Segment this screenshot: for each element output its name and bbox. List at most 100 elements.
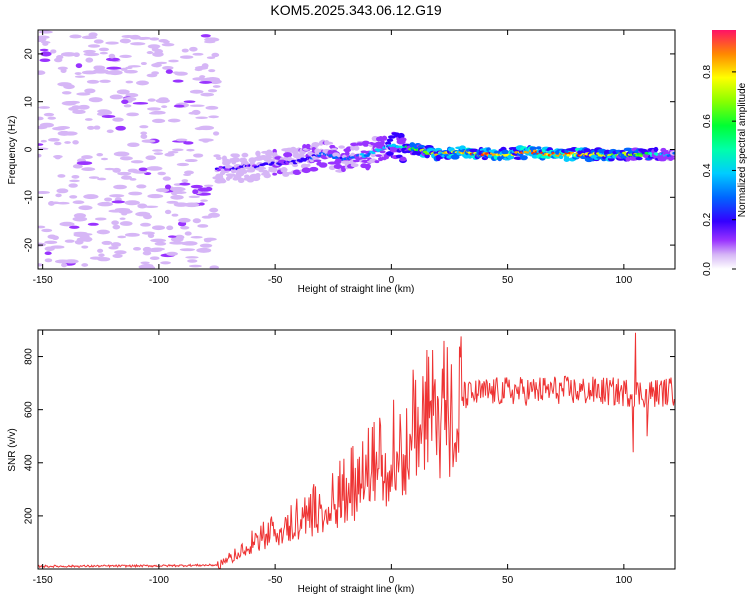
noise-blob (98, 253, 105, 258)
noise-blob (81, 155, 93, 160)
noise-blob (204, 77, 218, 82)
noise-blob (132, 102, 149, 105)
noise-blob (192, 218, 201, 224)
signal-halo (301, 167, 311, 174)
noise-blob (106, 57, 120, 62)
signal-halo (272, 172, 278, 176)
spectrogram-y-tick-label: 10 (24, 96, 35, 108)
noise-blob (148, 111, 162, 115)
signal-halo (283, 152, 293, 158)
noise-blob (180, 225, 190, 230)
noise-blob (107, 70, 123, 76)
noise-blob (146, 73, 158, 78)
noise-blob (187, 259, 198, 263)
noise-blob (73, 52, 80, 57)
noise-blob (81, 245, 89, 249)
noise-blob (44, 240, 58, 245)
noise-blob (194, 68, 203, 72)
spectrogram-y-tick-label: -10 (24, 190, 35, 205)
spectrogram-y-label: Frequency (Hz) (7, 116, 18, 185)
noise-blob (158, 97, 169, 102)
noise-blob (54, 155, 61, 160)
signal-halo (268, 167, 278, 171)
noise-blob (203, 249, 211, 253)
noise-blob (198, 202, 205, 206)
noise-blob (84, 118, 93, 121)
noise-blob (38, 153, 42, 158)
noise-blob (73, 213, 87, 219)
noise-blob (198, 125, 215, 131)
snr-x-tick-label: -100 (149, 575, 169, 586)
noise-blob (139, 125, 149, 129)
noise-blob (136, 184, 147, 189)
noise-blob (199, 80, 213, 84)
noise-blob (111, 220, 119, 226)
noise-blob (109, 94, 123, 100)
noise-blob (192, 189, 199, 195)
noise-blob (128, 191, 143, 196)
signal-halo (311, 142, 320, 148)
snr-series-line (38, 332, 675, 569)
noise-blob (114, 250, 127, 255)
noise-blob (93, 125, 101, 130)
noise-blob (139, 82, 149, 85)
signal-halo (409, 142, 416, 148)
snr-marks (38, 332, 675, 569)
noise-blob (183, 170, 194, 175)
noise-blob (53, 57, 63, 63)
noise-blob (106, 129, 114, 134)
noise-blob (96, 229, 110, 235)
noise-blob (64, 141, 71, 144)
noise-blob (81, 167, 96, 172)
spectrogram-marks (38, 30, 675, 269)
colorbar-tick-label: 0.2 (702, 212, 713, 226)
snr-x-tick-label: -150 (33, 575, 53, 586)
signal-halo (469, 148, 479, 153)
noise-blob (184, 202, 200, 208)
signal-halo (558, 155, 564, 160)
noise-blob (83, 49, 96, 54)
signal-core (648, 151, 653, 155)
noise-blob (119, 217, 126, 220)
noise-blob (68, 183, 78, 188)
noise-blob (56, 126, 70, 130)
noise-blob (195, 116, 208, 120)
spectrogram-y-tick-label: -20 (24, 237, 35, 252)
signal-core (371, 151, 376, 155)
noise-blob (151, 63, 162, 68)
noise-blob (43, 112, 55, 117)
noise-blob (164, 209, 172, 215)
noise-blob (120, 175, 133, 180)
noise-blob (69, 195, 78, 199)
signal-halo (313, 159, 322, 163)
signal-core (298, 159, 303, 163)
noise-blob (85, 57, 94, 63)
noise-blob (169, 186, 186, 192)
noise-blob (175, 138, 188, 142)
noise-blob (171, 148, 184, 152)
noise-blob (170, 194, 184, 200)
signal-halo (265, 155, 273, 160)
noise-blob (200, 92, 215, 97)
spectrogram-y-ticks: -20 -10 0 10 20 (24, 48, 675, 252)
signal-halo (309, 166, 319, 172)
noise-blob (166, 225, 174, 231)
noise-blob (100, 157, 109, 161)
noise-blob (104, 197, 113, 202)
noise-blob (38, 30, 53, 34)
signal-halo (397, 132, 405, 139)
noise-blob (203, 184, 214, 188)
signal-halo (263, 173, 271, 179)
noise-blob (190, 235, 203, 239)
noise-blob (140, 261, 150, 265)
signal-halo (265, 149, 273, 156)
noise-blob (53, 141, 62, 146)
spectrogram-x-tick-label: 0 (389, 275, 395, 286)
signal-halo (459, 145, 466, 151)
noise-blob (173, 104, 185, 108)
noise-blob (166, 251, 179, 256)
noise-blob (101, 114, 116, 118)
noise-blob (182, 241, 198, 246)
noise-blob (162, 65, 174, 70)
snr-x-label: Height of straight line (km) (298, 584, 415, 595)
